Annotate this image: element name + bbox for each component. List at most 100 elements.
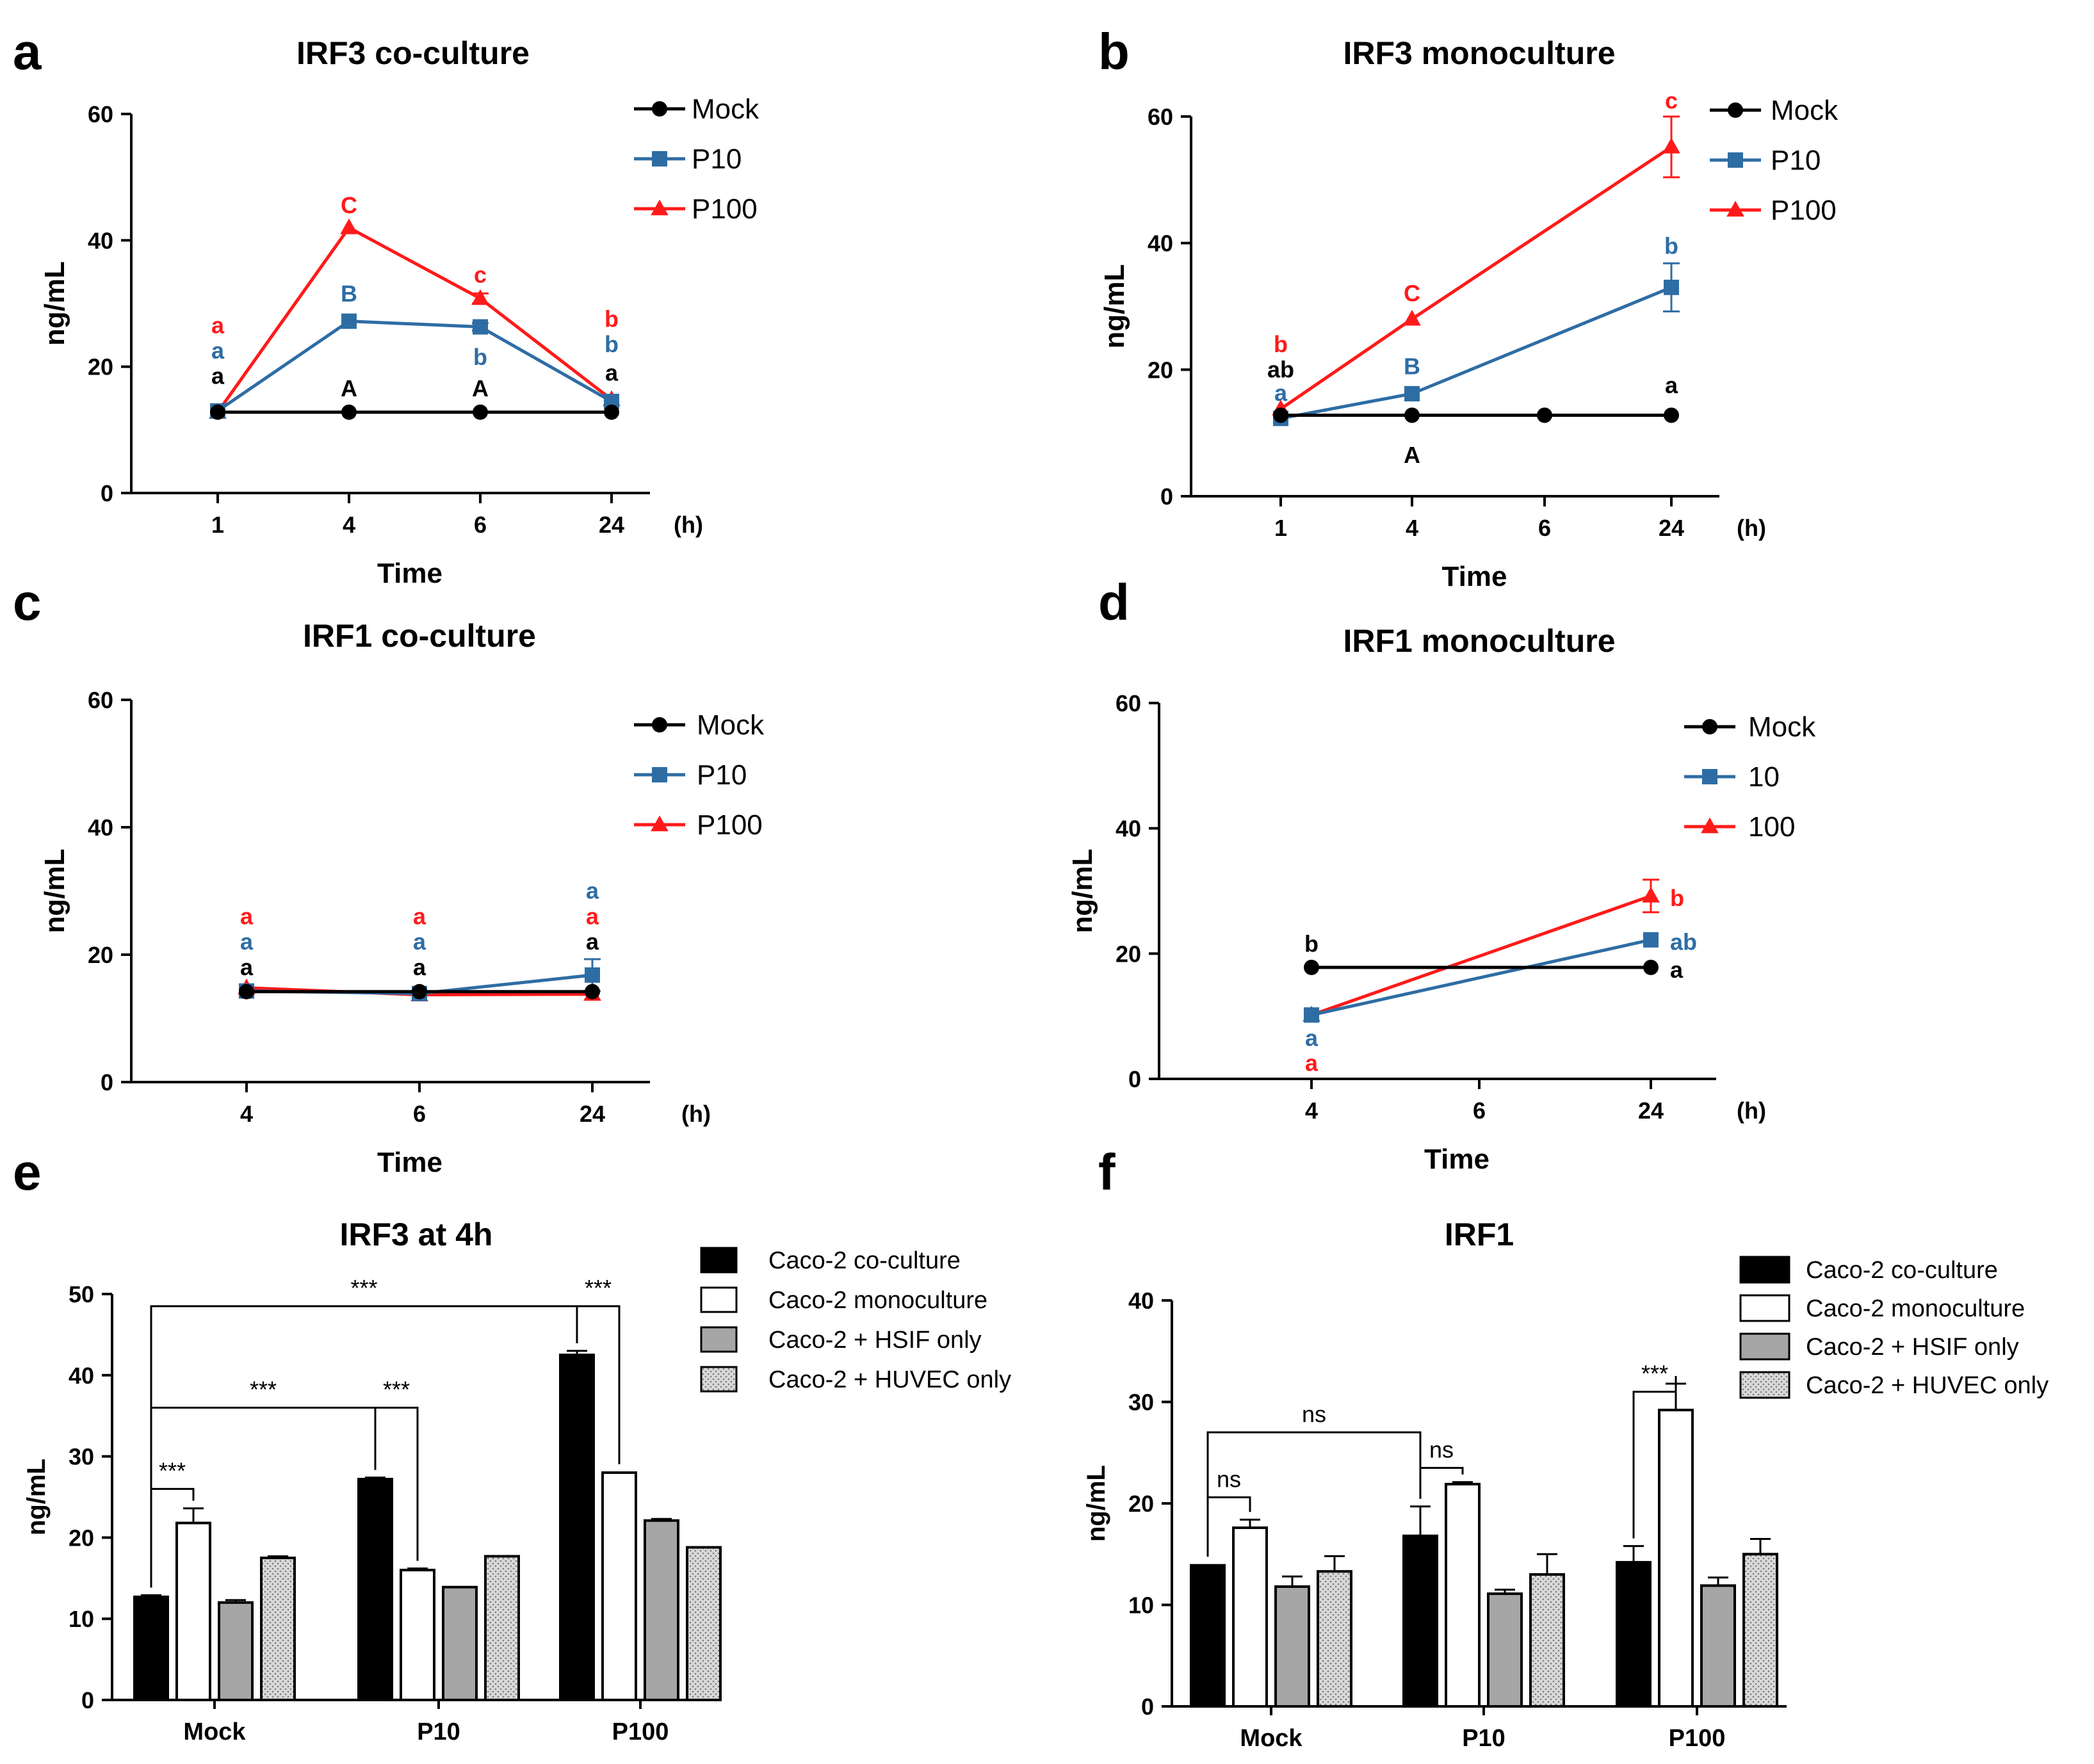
legend: Caco-2 co-culture Caco-2 monoculture Caco-…: [1739, 1256, 2049, 1399]
significance-letter: a: [413, 954, 426, 980]
significance-letter: a: [413, 903, 426, 929]
legend: Mock P10 P100: [1710, 95, 1838, 226]
legend-label: 10: [1748, 761, 1780, 793]
y-tick-label: 30: [1128, 1389, 1154, 1416]
significance-bracket: ns: [1206, 1401, 1422, 1557]
data-point: [341, 313, 357, 329]
bar: [133, 1595, 169, 1702]
data-point: [473, 319, 488, 335]
bracket-label: ns: [1217, 1466, 1241, 1492]
x-axis-label: Time: [1424, 1144, 1489, 1175]
series-p100: [1272, 115, 1680, 416]
x-tick-label: 4: [240, 1101, 253, 1127]
legend: Mock P10 P100: [634, 93, 759, 225]
legend-label: Caco-2 + HUVEC only: [1806, 1372, 2049, 1399]
legend: Caco-2 co-culture Caco-2 monoculture Caco-…: [700, 1247, 1011, 1393]
bracket-label: ns: [1429, 1437, 1454, 1463]
significance-bracket: ns: [1206, 1466, 1251, 1557]
data-point: [1642, 886, 1660, 903]
y-tick-label: 40: [69, 1363, 94, 1389]
x-axis-label: Time: [377, 1147, 442, 1178]
significance-letter: a: [586, 928, 599, 955]
category-label: P10: [1462, 1725, 1506, 1752]
category-label: P100: [1669, 1725, 1726, 1752]
y-tick-label: 10: [69, 1606, 94, 1632]
legend-label: P10: [697, 759, 747, 791]
significance-letter: A: [472, 375, 489, 401]
data-point: [1403, 309, 1421, 326]
x-axis-label: Time: [377, 558, 442, 589]
bar: [1274, 1585, 1310, 1708]
y-axis-label: ng/mL: [39, 849, 70, 934]
chart-title: IRF1 co-culture: [303, 618, 536, 654]
bar: [1658, 1409, 1694, 1708]
x-tick-label: 6: [1473, 1097, 1486, 1124]
legend-marker: [1728, 152, 1743, 168]
bar: [559, 1354, 595, 1702]
data-point: [473, 404, 488, 420]
legend-label: Caco-2 + HUVEC only: [768, 1366, 1011, 1393]
significance-letter: a: [1305, 1024, 1319, 1051]
data-point: [1664, 279, 1679, 295]
series-4: [1317, 1537, 1778, 1708]
bar: [1317, 1570, 1352, 1708]
legend-label: Caco-2 monoculture: [1806, 1295, 2025, 1322]
series-1: [1190, 1505, 1652, 1708]
significance-letter: b: [605, 306, 619, 332]
bar: [1487, 1592, 1523, 1708]
legend-label: P10: [692, 143, 742, 175]
x-tick-label: 6: [1538, 515, 1551, 541]
data-point: [1404, 407, 1420, 423]
series-p100: [209, 218, 621, 419]
legend-label: P100: [697, 809, 763, 841]
legend-swatch: [1739, 1371, 1790, 1399]
panel-label: e: [13, 1144, 42, 1201]
y-axis-label: ng/mL: [1067, 849, 1098, 934]
y-tick-label: 40: [88, 814, 113, 841]
y-tick-label: 60: [1148, 104, 1173, 130]
data-point: [1664, 407, 1679, 423]
legend-label: Mock: [692, 93, 759, 125]
y-axis-label: ng/mL: [22, 1459, 51, 1535]
significance-letter: a: [1274, 380, 1288, 406]
panel-label: d: [1098, 574, 1130, 631]
data-point: [210, 404, 225, 420]
legend-label: Mock: [697, 709, 765, 741]
bracket-label: ***: [383, 1377, 410, 1403]
bracket-label: ***: [250, 1377, 277, 1403]
legend-swatch: [700, 1286, 738, 1313]
significance-letter: b: [605, 331, 619, 357]
significance-letter: ab: [1267, 356, 1294, 382]
bar: [175, 1521, 211, 1701]
legend: Mock P10 P100: [634, 709, 765, 841]
y-tick-label: 40: [88, 227, 113, 254]
bar: [1445, 1482, 1481, 1708]
x-unit-label: (h): [674, 512, 703, 538]
significance-letter: a: [240, 954, 254, 980]
series-line: [1280, 286, 1672, 420]
bracket-label: ***: [585, 1275, 612, 1301]
series-p10: [210, 313, 619, 419]
bracket-line: [1206, 1431, 1422, 1557]
data-point: [412, 983, 427, 999]
series-line: [1311, 938, 1652, 1017]
panel-c: c IRF1 co-culture 0 20 40 60 4 6 24 (h) Time ng/mL a…: [13, 574, 765, 1178]
panel-label: b: [1098, 23, 1130, 80]
legend-label: Mock: [1748, 711, 1816, 743]
significance-letter: a: [586, 878, 599, 904]
legend-marker: [1702, 769, 1717, 784]
significance-letter: a: [211, 312, 225, 339]
significance-letter: b: [1670, 885, 1684, 911]
legend-marker: [1728, 102, 1743, 118]
data-point: [471, 289, 489, 305]
legend-swatch: [1739, 1332, 1790, 1361]
significance-letter: a: [413, 928, 426, 955]
series-4: [260, 1546, 722, 1702]
bar: [1402, 1534, 1438, 1708]
bar: [442, 1585, 478, 1702]
y-tick-label: 60: [88, 687, 113, 713]
x-tick-label: 6: [413, 1101, 426, 1127]
x-tick-label: 24: [599, 512, 624, 538]
y-tick-label: 20: [88, 354, 113, 380]
